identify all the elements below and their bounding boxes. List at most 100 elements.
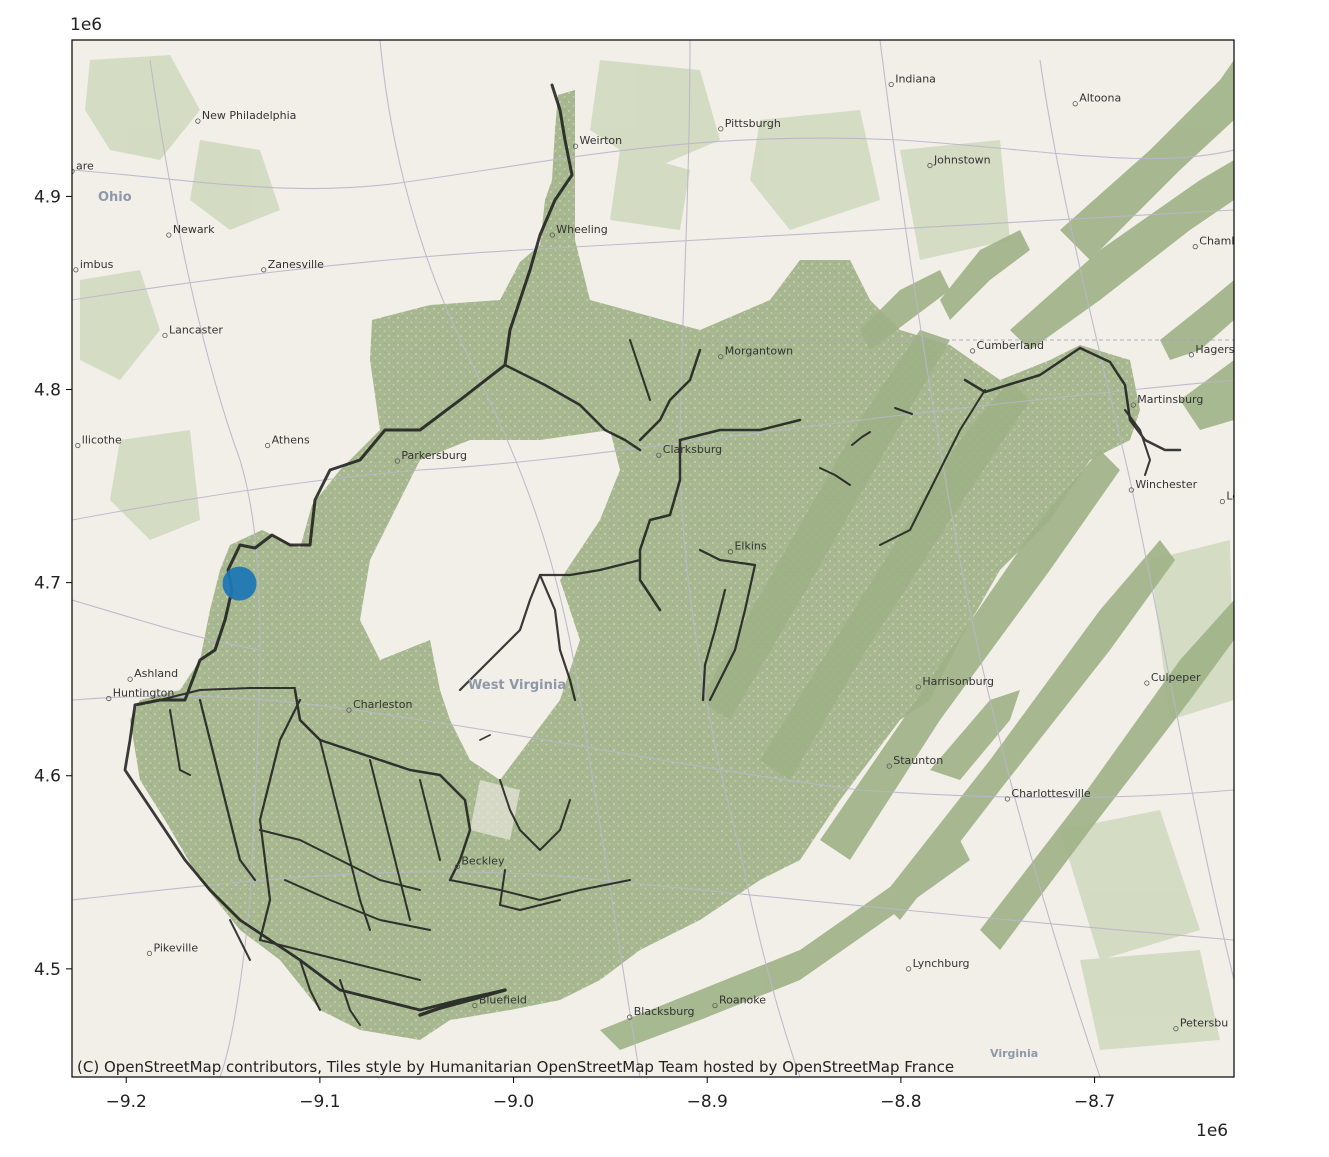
y-tick-label: 4.7 [34, 574, 61, 594]
place-dot [1144, 680, 1150, 686]
place-label: Pikeville [153, 941, 198, 954]
place-dot [394, 458, 400, 464]
place-dot [127, 676, 133, 682]
place-dot [73, 267, 79, 273]
place-label: Indiana [895, 72, 936, 85]
place-label: Charleston [353, 698, 413, 711]
place-dot [627, 1014, 633, 1020]
x-tick-label: −9.2 [106, 1092, 147, 1112]
region-label-virginia: Virginia [990, 1047, 1038, 1060]
place-label: Culpeper [1151, 671, 1201, 684]
place-label: Staunton [893, 754, 943, 767]
x-axis: −9.2 −9.1 −9.0 −8.9 −8.8 −8.7 [106, 1077, 1115, 1112]
place-dot [1128, 487, 1134, 493]
axes-frame [71, 39, 1235, 1078]
woodland-patches [80, 55, 1234, 1050]
place-label: Beckley [461, 855, 505, 868]
place-label: Le [1226, 490, 1239, 503]
region-label-west-virginia: West Virginia [468, 678, 566, 693]
roads [72, 40, 1234, 1077]
y-tick-label: 4.9 [34, 187, 61, 207]
region-label-ohio: Ohio [98, 190, 132, 205]
place-label: Ashland [134, 667, 178, 680]
place-label: New Philadelphia [202, 109, 297, 122]
place-dot [718, 126, 724, 132]
place-dot [718, 354, 724, 360]
place-dot [727, 549, 734, 555]
place-dot [927, 162, 933, 169]
place-dot [888, 81, 894, 88]
place-dot [1072, 101, 1078, 107]
place-dot [472, 1002, 478, 1009]
place-label: Lancaster [169, 323, 223, 336]
place-label: Elkins [734, 540, 766, 553]
place-label: imbus [80, 258, 114, 271]
place-dot [969, 348, 976, 354]
place-label: Pittsburgh [725, 117, 781, 130]
place-dot [146, 950, 153, 957]
place-dot [454, 863, 460, 870]
basemap: Ohio West Virginia Virginia Indiana Altoo… [72, 40, 1245, 1077]
place-label: Petersbu [1180, 1017, 1228, 1030]
place-dot [1219, 498, 1225, 505]
place-dot [1130, 402, 1136, 408]
map-attribution: (C) OpenStreetMap contributors, Tiles st… [77, 1058, 954, 1076]
y-tick-label: 4.8 [34, 381, 61, 401]
place-label: Weirton [580, 134, 623, 147]
place-label: Harrisonburg [922, 675, 994, 688]
location-marker[interactable] [222, 566, 257, 601]
x-tick-label: −8.9 [687, 1092, 728, 1112]
x-tick-label: −8.8 [880, 1092, 921, 1112]
x-tick-label: −9.1 [299, 1092, 340, 1112]
place-label: Charlottesville [1011, 787, 1091, 800]
place-dot [1004, 796, 1011, 802]
x-tick-label: −8.7 [1074, 1092, 1115, 1112]
place-label: Parkersburg [401, 449, 467, 462]
place-label: Chamb [1199, 235, 1238, 248]
place-dot [75, 442, 81, 449]
x-tick-label: −9.0 [493, 1092, 534, 1112]
place-label: Wheeling [556, 223, 607, 236]
x-axis-offset-label: 1e6 [1196, 1121, 1228, 1141]
place-label: Clarksburg [663, 443, 722, 456]
place-label: Roanoke [719, 994, 766, 1007]
place-dot [906, 966, 912, 972]
river-network [123, 83, 1182, 1026]
place-dot [915, 684, 921, 690]
place-dot [106, 695, 112, 702]
place-label: Hagerstn [1195, 343, 1245, 356]
place-dot [195, 118, 201, 124]
place-label: Lynchburg [913, 957, 970, 970]
place-labels: Indiana Altoona New Philadelphia Pittsburgh… [72, 72, 1245, 1032]
place-label: Blacksburg [634, 1005, 695, 1018]
place-label: Athens [272, 434, 310, 447]
place-dot [886, 763, 892, 769]
place-label: Morgantown [725, 345, 793, 358]
place-dot [712, 1002, 718, 1009]
place-label: Martinsburg [1137, 393, 1203, 406]
place-label: llicothe [82, 434, 122, 447]
y-tick-label: 4.6 [34, 767, 61, 787]
place-label: Newark [173, 223, 215, 236]
place-label: Bluefield [479, 994, 527, 1007]
y-axis-offset-label: 1e6 [70, 15, 102, 35]
place-label: Cumberland [977, 339, 1044, 352]
place-dot [656, 452, 662, 458]
place-dot [346, 707, 352, 713]
place-dot [166, 232, 172, 238]
y-tick-label: 4.5 [34, 960, 61, 980]
place-label: Zanesville [268, 258, 324, 271]
place-dot [572, 143, 579, 149]
place-label: Winchester [1135, 478, 1197, 491]
y-axis: 4.5 4.6 4.7 4.8 4.9 [34, 187, 72, 980]
place-dot [1173, 1026, 1179, 1032]
place-dot [1192, 244, 1198, 250]
place-label: Huntington [113, 687, 175, 700]
place-label: Altoona [1079, 92, 1121, 105]
place-dot [162, 332, 168, 339]
ridges [600, 60, 1234, 1050]
place-dot [1188, 352, 1194, 358]
place-dot [265, 442, 271, 449]
place-dot [549, 232, 555, 238]
